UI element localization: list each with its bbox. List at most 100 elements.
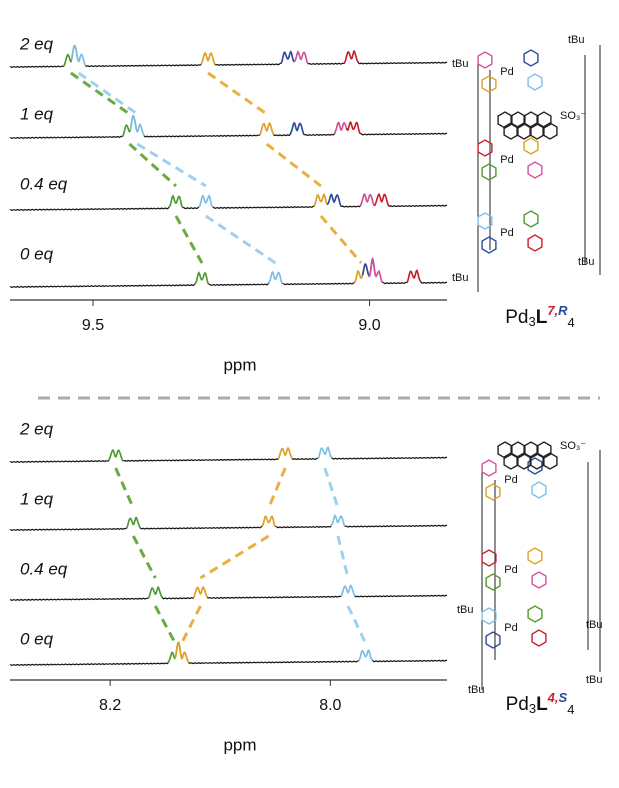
spectrum-trace xyxy=(9,642,448,667)
shift-guide xyxy=(267,467,287,509)
pd-atom: Pd xyxy=(500,154,513,166)
pyridine-ring xyxy=(523,210,539,228)
peak xyxy=(374,193,390,207)
peak xyxy=(107,449,124,461)
pyridine-ring xyxy=(510,441,526,459)
spectrum-trace xyxy=(9,114,448,140)
shift-guide xyxy=(199,534,270,580)
peak xyxy=(340,584,356,597)
peak xyxy=(327,193,342,207)
pyridine-ring xyxy=(477,212,493,230)
shift-guide xyxy=(180,605,202,644)
peak xyxy=(359,193,375,207)
compound-label: Pd3L4,S4 xyxy=(506,690,575,717)
shift-guide xyxy=(114,467,135,509)
x-axis-label: ppm xyxy=(223,735,256,754)
pyridine-ring xyxy=(529,122,545,140)
peak xyxy=(70,44,87,67)
shift-guide xyxy=(336,535,350,579)
peak xyxy=(345,120,361,135)
pyridine-ring xyxy=(523,111,539,129)
tbu-group: tBu xyxy=(452,272,469,284)
cage-structure: Pd Pd Pd SO₃⁻ tBu tBu tBu tBu xyxy=(452,34,601,292)
peak xyxy=(317,446,333,459)
pyridine-ring xyxy=(527,605,543,623)
shift-guide xyxy=(128,142,177,188)
peak xyxy=(174,641,190,664)
peak xyxy=(293,50,309,65)
peak xyxy=(259,122,275,136)
compound-label-part: 4 xyxy=(567,702,574,717)
peak xyxy=(261,515,277,528)
shift-guide xyxy=(174,215,204,264)
row-label: 2 eq xyxy=(19,34,54,53)
pyridine-ring xyxy=(481,459,497,477)
peak xyxy=(280,50,296,65)
pd-atom: Pd xyxy=(504,474,517,486)
peak xyxy=(125,516,141,530)
shift-guide xyxy=(153,605,177,644)
pyridine-ring xyxy=(503,122,519,140)
peak xyxy=(129,114,145,137)
tbu-group: tBu xyxy=(586,619,603,631)
peak xyxy=(333,121,350,135)
tbu-group: tBu xyxy=(457,604,474,616)
pyridine-ring xyxy=(523,137,539,155)
compound-label-part: R xyxy=(558,303,568,318)
pyridine-ring xyxy=(527,457,543,475)
sulfonate: SO₃⁻ xyxy=(560,440,586,452)
peak xyxy=(289,122,305,136)
tbu-group: tBu xyxy=(586,674,603,686)
tbu-group: tBu xyxy=(568,34,585,46)
shift-guide xyxy=(69,71,131,116)
pyridine-ring xyxy=(531,481,547,499)
shift-guide xyxy=(131,535,157,579)
peak xyxy=(313,193,329,207)
compound-label-part: 3 xyxy=(529,701,536,716)
compound-label-part: Pd xyxy=(505,307,528,328)
compound-label-part: 3 xyxy=(528,314,535,329)
pd-atom: Pd xyxy=(504,564,517,576)
compound-label-part: S xyxy=(559,690,568,705)
compound-label-part: Pd xyxy=(506,694,529,715)
spectrum-trace xyxy=(9,446,448,464)
row-label: 1 eq xyxy=(20,104,54,123)
row-label: 0.4 eq xyxy=(20,174,68,193)
row-label: 2 eq xyxy=(19,419,54,438)
pyridine-ring xyxy=(485,631,501,649)
pyridine-ring xyxy=(481,75,497,93)
peak xyxy=(147,586,163,599)
pyridine-ring xyxy=(542,122,558,140)
pyridine-ring xyxy=(523,441,539,459)
compound-label-part: 4, xyxy=(547,690,559,705)
pyridine-ring xyxy=(497,111,513,129)
pyridine-ring xyxy=(477,139,493,157)
pyridine-ring xyxy=(516,122,532,140)
peak xyxy=(406,269,422,284)
row-label: 0 eq xyxy=(20,629,54,648)
pyridine-ring xyxy=(542,452,558,470)
peak xyxy=(343,50,359,64)
shift-guide xyxy=(207,71,268,116)
shift-guide xyxy=(265,142,322,188)
compound-label-part: L xyxy=(536,307,548,328)
row-label: 0.4 eq xyxy=(20,559,68,578)
x-tick-label: 9.5 xyxy=(82,317,104,334)
spectrum-trace xyxy=(9,514,448,532)
pyridine-ring xyxy=(481,607,497,625)
cage-structure: Pd Pd Pd SO₃⁻ tBu tBu tBu tBu xyxy=(457,440,603,696)
peak xyxy=(358,649,374,662)
pyridine-ring xyxy=(536,441,552,459)
tbu-group: tBu xyxy=(578,256,595,268)
pyridine-ring xyxy=(529,452,545,470)
x-tick-label: 9.0 xyxy=(358,317,380,334)
pyridine-ring xyxy=(481,236,497,254)
row-label: 0 eq xyxy=(20,244,54,263)
pyridine-ring xyxy=(523,49,539,67)
pyridine-ring xyxy=(485,483,501,501)
pyridine-ring xyxy=(485,573,501,591)
pyridine-ring xyxy=(497,441,513,459)
pd-atom: Pd xyxy=(504,622,517,634)
peak xyxy=(168,194,184,209)
pyridine-ring xyxy=(481,163,497,181)
